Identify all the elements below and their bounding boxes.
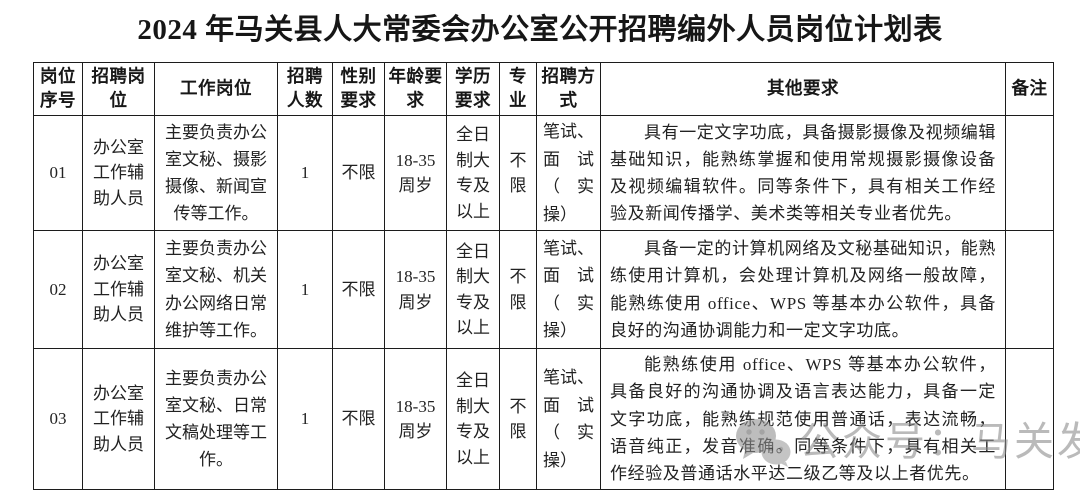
table-row: 02 办公室工作辅助人员 主要负责办公室文秘、机关办公网络日常维护等工作。 1 … xyxy=(33,230,1054,350)
col-header-remark: 备注 xyxy=(1005,62,1054,116)
col-header-count: 招聘人数 xyxy=(277,62,333,116)
cell-position: 办公室工作辅助人员 xyxy=(82,348,155,490)
table-header-row: 岗位序号 招聘岗位 工作岗位 招聘人数 性别要求 年龄要求 学历要求 专业 招聘… xyxy=(33,62,1054,116)
cell-gender: 不限 xyxy=(332,114,385,232)
cell-other-requirements: 具有一定文字功底，具备摄影摄像及视频编辑基础知识，能熟练掌握和使用常规摄影摄像设… xyxy=(600,114,1006,232)
cell-count: 1 xyxy=(277,230,333,350)
cell-age: 18-35周岁 xyxy=(384,230,447,350)
cell-count: 1 xyxy=(277,348,333,490)
cell-major: 不限 xyxy=(499,348,537,490)
cell-position: 办公室工作辅助人员 xyxy=(82,230,155,350)
cell-gender: 不限 xyxy=(332,230,385,350)
cell-education: 全日制大专及以上 xyxy=(446,230,500,350)
cell-age: 18-35周岁 xyxy=(384,114,447,232)
col-header-age: 年龄要求 xyxy=(384,62,447,116)
cell-other-requirements: 能熟练使用 office、WPS 等基本办公软件，具备良好的沟通协调及语言表达能… xyxy=(600,348,1006,490)
col-header-other: 其他要求 xyxy=(600,62,1006,116)
page-title: 2024 年马关县人大常委会办公室公开招聘编外人员岗位计划表 xyxy=(137,14,943,46)
cell-major: 不限 xyxy=(499,114,537,232)
cell-remark xyxy=(1005,114,1054,232)
cell-seq: 01 xyxy=(33,114,83,232)
cell-education: 全日制大专及以上 xyxy=(446,114,500,232)
col-header-gender: 性别要求 xyxy=(332,62,385,116)
cell-seq: 02 xyxy=(33,230,83,350)
cell-remark xyxy=(1005,348,1054,490)
cell-seq: 03 xyxy=(33,348,83,490)
cell-duty: 主要负责办公室文秘、机关办公网络日常维护等工作。 xyxy=(154,230,278,350)
cell-age: 18-35周岁 xyxy=(384,348,447,490)
cell-major: 不限 xyxy=(499,230,537,350)
cell-duty: 主要负责办公室文秘、日常文稿处理等工作。 xyxy=(154,348,278,490)
cell-method: 笔试、面试（实操） xyxy=(536,114,601,232)
table-row: 01 办公室工作辅助人员 主要负责办公室文秘、摄影摄像、新闻宣传等工作。 1 不… xyxy=(33,114,1054,232)
col-header-method: 招聘方式 xyxy=(536,62,601,116)
cell-method: 笔试、面试（实操） xyxy=(536,230,601,350)
cell-duty: 主要负责办公室文秘、摄影摄像、新闻宣传等工作。 xyxy=(154,114,278,232)
cell-count: 1 xyxy=(277,114,333,232)
cell-education: 全日制大专及以上 xyxy=(446,348,500,490)
col-header-position: 招聘岗位 xyxy=(82,62,155,116)
col-header-seq: 岗位序号 xyxy=(33,62,83,116)
col-header-major: 专业 xyxy=(499,62,537,116)
cell-gender: 不限 xyxy=(332,348,385,490)
cell-method: 笔试、面试（实操） xyxy=(536,348,601,490)
col-header-duty: 工作岗位 xyxy=(154,62,278,116)
job-plan-table: 岗位序号 招聘岗位 工作岗位 招聘人数 性别要求 年龄要求 学历要求 专业 招聘… xyxy=(33,62,1054,490)
cell-position: 办公室工作辅助人员 xyxy=(82,114,155,232)
cell-other-requirements: 具备一定的计算机网络及文秘基础知识，能熟练使用计算机，会处理计算机及网络一般故障… xyxy=(600,230,1006,350)
table-row: 03 办公室工作辅助人员 主要负责办公室文秘、日常文稿处理等工作。 1 不限 1… xyxy=(33,348,1054,490)
cell-remark xyxy=(1005,230,1054,350)
col-header-education: 学历要求 xyxy=(446,62,500,116)
